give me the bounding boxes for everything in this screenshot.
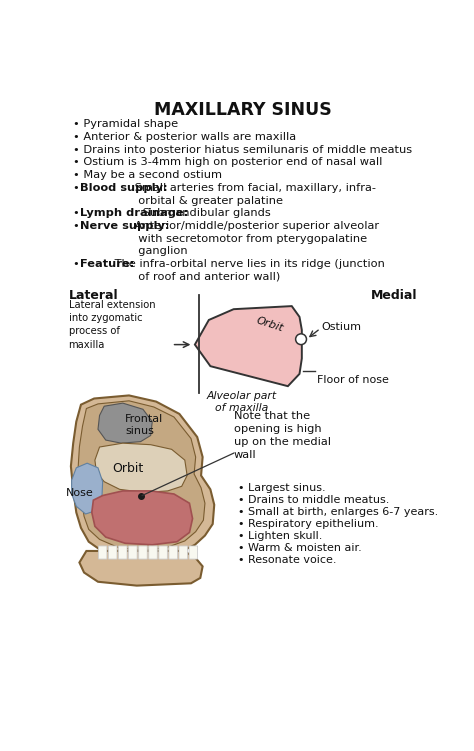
Text: Lateral extension
into zygomatic
process of
maxilla: Lateral extension into zygomatic process…: [69, 300, 155, 349]
Text: • Drains to middle meatus.: • Drains to middle meatus.: [237, 495, 389, 505]
Polygon shape: [72, 463, 103, 514]
Text: Anterior/middle/posterior superior alveolar: Anterior/middle/posterior superior alveo…: [131, 221, 379, 231]
FancyBboxPatch shape: [118, 546, 127, 559]
Text: • Drains into posterior hiatus semilunaris of middle meatus: • Drains into posterior hiatus semilunar…: [73, 145, 412, 155]
Text: Small arteries from facial, maxillary, infra-: Small arteries from facial, maxillary, i…: [131, 183, 376, 193]
Text: of roof and anterior wall): of roof and anterior wall): [73, 272, 281, 282]
Text: Nerve supply:: Nerve supply:: [80, 221, 170, 231]
FancyBboxPatch shape: [189, 546, 198, 559]
Polygon shape: [195, 306, 302, 386]
Text: • Largest sinus.: • Largest sinus.: [237, 483, 325, 493]
Text: • Anterior & posterior walls are maxilla: • Anterior & posterior walls are maxilla: [73, 132, 296, 142]
Text: • Warm & moisten air.: • Warm & moisten air.: [237, 543, 361, 553]
Text: Blood supply:: Blood supply:: [80, 183, 168, 193]
Text: • Resonate voice.: • Resonate voice.: [237, 555, 336, 565]
Text: • May be a second ostium: • May be a second ostium: [73, 170, 222, 180]
Text: with secretomotor from pterygopalatine: with secretomotor from pterygopalatine: [73, 234, 367, 244]
Text: • Small at birth, enlarges 6-7 years.: • Small at birth, enlarges 6-7 years.: [237, 507, 438, 517]
Text: • Ostium is 3-4mm high on posterior end of nasal wall: • Ostium is 3-4mm high on posterior end …: [73, 158, 383, 167]
Circle shape: [296, 334, 307, 345]
Text: • Lighten skull.: • Lighten skull.: [237, 531, 322, 541]
Text: Lymph drainage:: Lymph drainage:: [80, 208, 189, 219]
Polygon shape: [78, 401, 205, 551]
Text: Lateral: Lateral: [69, 289, 118, 302]
FancyBboxPatch shape: [169, 546, 177, 559]
Text: Note that the
opening is high
up on the medial
wall: Note that the opening is high up on the …: [234, 411, 331, 460]
FancyBboxPatch shape: [159, 546, 167, 559]
Text: •: •: [73, 259, 83, 269]
Polygon shape: [92, 491, 192, 544]
Text: MAXILLARY SINUS: MAXILLARY SINUS: [154, 101, 332, 119]
Text: Frontal
sinus: Frontal sinus: [125, 414, 164, 436]
Text: Orbit: Orbit: [255, 315, 284, 333]
Polygon shape: [98, 403, 152, 443]
Text: Medial: Medial: [371, 289, 417, 302]
Text: •: •: [73, 183, 83, 193]
Polygon shape: [80, 551, 202, 586]
FancyBboxPatch shape: [99, 546, 107, 559]
Polygon shape: [95, 443, 187, 493]
Text: • Respiratory epithelium.: • Respiratory epithelium.: [237, 519, 378, 529]
Text: Ostium: Ostium: [321, 322, 361, 332]
Text: • Pyramidal shape: • Pyramidal shape: [73, 119, 178, 129]
FancyBboxPatch shape: [179, 546, 188, 559]
FancyBboxPatch shape: [128, 546, 137, 559]
FancyBboxPatch shape: [109, 546, 117, 559]
Text: •: •: [73, 208, 83, 219]
Text: The infra-orbital nerve lies in its ridge (junction: The infra-orbital nerve lies in its ridg…: [111, 259, 385, 269]
Text: Submandibular glands: Submandibular glands: [139, 208, 271, 219]
Text: Nose: Nose: [65, 488, 93, 498]
FancyBboxPatch shape: [149, 546, 157, 559]
Text: •: •: [73, 221, 83, 231]
Text: Orbit: Orbit: [112, 463, 143, 475]
Text: ganglion: ganglion: [73, 246, 188, 256]
Text: orbital & greater palatine: orbital & greater palatine: [73, 195, 283, 206]
Text: Alveolar part
of maxilla: Alveolar part of maxilla: [206, 391, 276, 413]
Text: Feature:: Feature:: [80, 259, 135, 269]
Polygon shape: [71, 396, 214, 559]
Text: Floor of nose: Floor of nose: [317, 375, 388, 385]
FancyBboxPatch shape: [139, 546, 147, 559]
